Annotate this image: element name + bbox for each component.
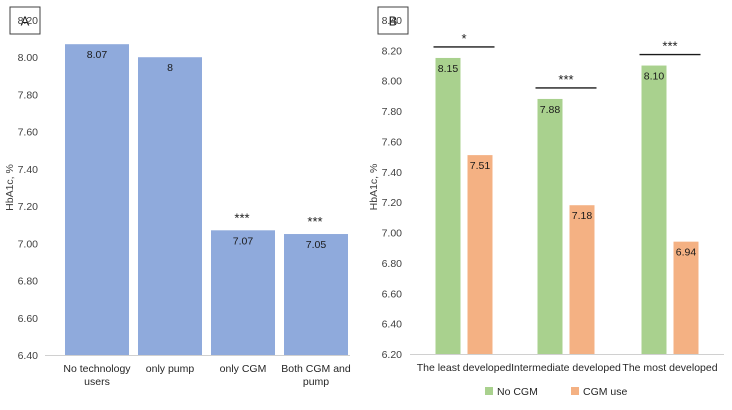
x-category-label: Both CGM and <box>281 363 351 375</box>
bar-value-label: 7.07 <box>233 235 254 247</box>
y-tick-label: 7.80 <box>18 89 39 101</box>
x-category-label: pump <box>303 376 329 388</box>
y-tick-label: 8.40 <box>382 15 403 27</box>
bar-value-label: 7.88 <box>540 104 561 116</box>
chart-b-svg: B 6.20 6.40 6.60 6.80 7.00 7.20 7.40 7.60 7.80 8.0… <box>368 6 724 398</box>
bar <box>641 65 667 354</box>
y-tick-label: 8.00 <box>18 52 39 64</box>
bar-value-label: 7.18 <box>572 210 593 222</box>
bar-value-label: 7.51 <box>470 160 491 172</box>
bar <box>435 57 461 355</box>
legend-label: CGM use <box>583 386 628 398</box>
chart-a-svg: A 6.40 6.60 6.80 7.00 7.20 7.40 7.60 7.80 8.00 8.2… <box>4 6 351 388</box>
bar-value-label: 8 <box>167 62 173 74</box>
y-tick-label: 6.60 <box>18 313 39 325</box>
panel-letter: A <box>21 14 30 29</box>
bar <box>537 98 563 354</box>
bar-value-label: 7.05 <box>306 239 327 251</box>
x-category-label: only CGM <box>220 363 267 375</box>
significance-marker: *** <box>662 39 677 54</box>
y-axis-label: HbA1c, % <box>368 164 380 211</box>
y-tick-label: 7.60 <box>382 136 403 148</box>
y-tick-label: 7.80 <box>382 106 403 118</box>
y-tick-label: 7.00 <box>18 238 39 250</box>
legend-label: No CGM <box>497 386 538 398</box>
bar-value-label: 6.94 <box>676 247 697 259</box>
y-tick-label: 8.20 <box>18 15 39 27</box>
panel-letter-box <box>9 6 41 35</box>
significance-marker: * <box>461 31 466 46</box>
x-category-label: users <box>84 376 110 388</box>
significance-marker: *** <box>558 72 573 87</box>
bar <box>211 230 275 355</box>
significance-marker: *** <box>234 210 249 225</box>
bar-value-label: 8.07 <box>87 49 108 61</box>
chart-panel-a: A 6.40 6.60 6.80 7.00 7.20 7.40 7.60 7.80 8.00 8.2… <box>0 0 362 405</box>
bar <box>65 44 129 355</box>
x-category-label: Intermediate developed <box>511 362 621 374</box>
chart-panel-b: B 6.20 6.40 6.60 6.80 7.00 7.20 7.40 7.60 7.80 8.0… <box>362 0 732 405</box>
y-tick-label: 6.60 <box>382 288 403 300</box>
x-category-label: The least developed <box>417 362 512 374</box>
bar <box>467 155 493 354</box>
y-tick-label: 7.60 <box>18 127 39 139</box>
panel-letter: B <box>389 14 398 29</box>
y-axis-label: HbA1c, % <box>4 164 16 211</box>
y-tick-label: 6.80 <box>382 258 403 270</box>
y-tick-label: 6.40 <box>18 350 39 362</box>
y-tick-label: 6.80 <box>18 276 39 288</box>
bar <box>138 57 202 355</box>
bar <box>569 205 595 354</box>
legend-swatch <box>571 387 579 395</box>
significance-marker: *** <box>307 214 322 229</box>
x-category-label: No technology <box>63 363 131 375</box>
bar-value-label: 8.15 <box>438 63 459 75</box>
y-tick-label: 7.00 <box>382 228 403 240</box>
y-tick-label: 8.20 <box>382 45 403 57</box>
panel-letter-box <box>377 6 409 35</box>
x-category-label: only pump <box>146 363 195 375</box>
legend-swatch <box>485 387 493 395</box>
y-tick-label: 7.20 <box>382 197 403 209</box>
x-category-label: The most developed <box>622 362 717 374</box>
y-tick-label: 7.40 <box>18 164 39 176</box>
y-tick-label: 7.40 <box>382 167 403 179</box>
y-tick-label: 7.20 <box>18 201 39 213</box>
y-tick-label: 8.00 <box>382 76 403 88</box>
bar <box>673 241 699 354</box>
bar-value-label: 8.10 <box>644 71 665 83</box>
bar <box>284 234 348 355</box>
y-tick-label: 6.20 <box>382 349 403 361</box>
y-tick-label: 6.40 <box>382 319 403 331</box>
